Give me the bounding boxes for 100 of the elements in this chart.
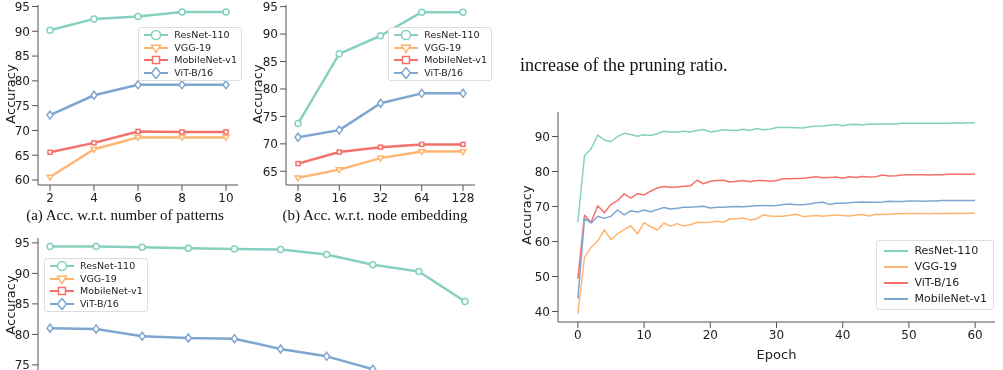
point (46, 242, 54, 251)
y-tick-label: 65 (262, 164, 278, 179)
point (276, 344, 285, 354)
point (222, 80, 230, 90)
point (230, 245, 239, 253)
legend-label: ResNet-110 (80, 260, 136, 273)
point (46, 174, 54, 181)
point (459, 88, 467, 99)
point (418, 88, 426, 99)
y-tick-label: 65 (14, 148, 30, 163)
point (90, 15, 98, 23)
x-tick-label: 128 (451, 190, 475, 205)
text: (a) Acc. w.r.t. number of patterns (25, 207, 225, 224)
y-axis-title: Accuracy (249, 64, 265, 124)
legend-label: VGG-19 (914, 259, 957, 275)
point (46, 110, 54, 120)
point (418, 8, 426, 16)
point (134, 134, 142, 142)
point (322, 351, 331, 362)
y-tick-label: 70 (14, 123, 30, 138)
point (138, 331, 146, 341)
point (376, 155, 385, 162)
point (376, 98, 385, 108)
point (460, 141, 466, 148)
x-tick-label: 4 (90, 190, 98, 205)
point (459, 8, 467, 16)
y-tick-label: 75 (14, 358, 30, 370)
y-tick-label: 60 (534, 234, 550, 249)
point (92, 324, 100, 334)
legend-label: MobileNet-v1 (80, 285, 143, 298)
x-tick-label: 8 (294, 190, 302, 205)
point (91, 140, 97, 146)
point (46, 26, 54, 35)
point (295, 160, 301, 167)
legend-label: ViT-B/16 (914, 275, 960, 291)
x-axis-title: Epoch (756, 347, 797, 362)
point (138, 243, 146, 251)
x-tick-label: 20 (702, 327, 718, 342)
point (335, 50, 343, 58)
point (376, 31, 385, 40)
y-tick-label: 50 (534, 269, 550, 284)
point (276, 245, 285, 254)
y-tick-label: 90 (262, 27, 278, 42)
point (322, 250, 331, 259)
point (418, 148, 426, 156)
y-tick-label: 80 (534, 164, 550, 179)
y-tick-label: 75 (262, 109, 278, 124)
point (222, 134, 230, 142)
point (90, 146, 98, 154)
y-axis-title: Accuracy (518, 184, 534, 245)
legend-label: VGG-19 (424, 41, 462, 54)
point (134, 12, 142, 21)
point (47, 149, 53, 156)
y-tick-label: 95 (14, 236, 30, 251)
y-tick-label: 80 (262, 82, 278, 97)
legend-label: ViT-B/16 (174, 66, 214, 79)
point (222, 8, 230, 16)
point (294, 132, 302, 143)
point (178, 80, 186, 90)
point (90, 90, 98, 100)
point (294, 175, 302, 182)
x-tick-label: 6 (134, 190, 142, 205)
x-tick-label: 50 (901, 327, 917, 342)
x-tick-label: 16 (331, 190, 347, 205)
y-tick-label: 60 (14, 173, 30, 188)
legend-label: VGG-19 (174, 41, 212, 54)
point (377, 144, 384, 150)
point (335, 125, 343, 135)
point (335, 167, 343, 174)
legend-label: VGG-19 (80, 272, 117, 285)
y-tick-label: 95 (262, 0, 278, 14)
y-tick-label: 85 (14, 49, 30, 64)
point (184, 244, 193, 253)
point (184, 333, 193, 343)
point (179, 129, 185, 135)
point (461, 297, 469, 306)
point (369, 261, 377, 269)
y-tick-label: 90 (534, 129, 550, 144)
x-tick-label: 32 (372, 190, 389, 205)
point (178, 134, 186, 142)
point (92, 242, 100, 251)
point (134, 80, 142, 90)
x-tick-label: 30 (768, 327, 785, 342)
y-tick-label: 90 (14, 24, 30, 39)
legend-label: MobileNet-v1 (174, 54, 237, 67)
x-tick-label: 0 (574, 327, 582, 342)
y-tick-label: 70 (262, 137, 278, 152)
point (46, 323, 54, 334)
legend-label: ResNet-110 (174, 29, 230, 42)
legend-label: ResNet-110 (424, 29, 480, 42)
point (419, 141, 425, 148)
point (336, 149, 342, 155)
text: (b) Acc. w.r.t. node embedding (281, 207, 469, 224)
line-series (577, 122, 976, 223)
y-tick-label: 40 (534, 304, 550, 319)
point (223, 129, 229, 135)
legend-label: ViT-B/16 (424, 66, 464, 79)
point (415, 267, 423, 276)
x-tick-label: 8 (178, 190, 186, 205)
x-tick-label: 10 (218, 190, 234, 205)
